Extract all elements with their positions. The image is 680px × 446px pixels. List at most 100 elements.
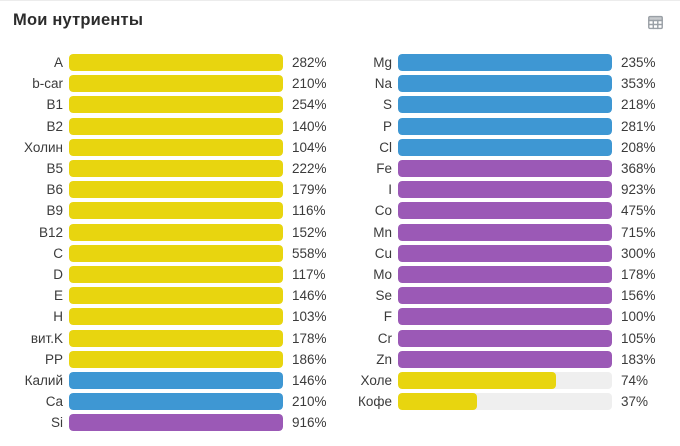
nutrient-value: 222%	[292, 161, 327, 177]
nutrient-label: B1	[46, 97, 63, 113]
nutrient-value: 715%	[621, 224, 656, 240]
nutrient-value: 254%	[292, 97, 327, 113]
nutrient-label: Cl	[379, 139, 392, 155]
nutrient-row: B2 140%	[0, 116, 340, 137]
nutrient-row: вит.K 178%	[0, 327, 340, 348]
bar-track	[69, 223, 283, 241]
nutrient-row: Ca 210%	[0, 391, 340, 412]
nutrient-row: A 282%	[0, 52, 340, 73]
nutrient-value: 152%	[292, 224, 327, 240]
nutrient-row: B9 116%	[0, 200, 340, 221]
bar-track	[398, 287, 612, 305]
nutrient-value: 146%	[292, 372, 327, 388]
nutrient-row: Mg 235%	[340, 52, 680, 73]
bar-fill	[398, 308, 612, 326]
bar-track	[398, 244, 612, 262]
bar-fill	[69, 75, 283, 93]
nutrient-value: 100%	[621, 309, 656, 325]
nutrient-value: 282%	[292, 55, 327, 71]
nutrient-value: 104%	[292, 139, 327, 155]
bar-fill	[398, 96, 612, 114]
bar-fill	[398, 138, 612, 156]
nutrient-label: Кофе	[358, 394, 392, 410]
bar-track	[398, 160, 612, 178]
nutrient-label: Si	[50, 415, 63, 431]
nutrient-label: Zn	[376, 351, 392, 367]
bar-track	[69, 244, 283, 262]
nutrient-label: B5	[46, 161, 63, 177]
bar-fill	[398, 371, 557, 389]
nutrient-row: b-car 210%	[0, 73, 340, 94]
nutrient-value: 300%	[621, 245, 656, 261]
nutrient-label: B2	[46, 118, 63, 134]
bar-fill	[398, 265, 612, 283]
table-view-button[interactable]	[646, 13, 665, 32]
bar-track	[69, 414, 283, 432]
nutrient-label: PP	[44, 351, 63, 367]
nutrient-row: F 100%	[340, 306, 680, 327]
bar-fill	[398, 223, 612, 241]
nutrient-row: Se 156%	[340, 285, 680, 306]
nutrient-label: Fe	[376, 161, 392, 177]
bar-fill	[69, 287, 283, 305]
nutrient-row: C 558%	[0, 243, 340, 264]
nutrient-value: 558%	[292, 245, 327, 261]
nutrient-value: 178%	[621, 266, 656, 282]
nutrient-value: 146%	[292, 288, 327, 304]
nutrient-label: E	[53, 288, 63, 304]
bar-fill	[69, 265, 283, 283]
nutrient-value: 116%	[292, 203, 326, 219]
bar-fill	[69, 244, 283, 262]
bar-track	[398, 223, 612, 241]
bar-track	[398, 96, 612, 114]
bar-track	[398, 371, 612, 389]
bar-fill	[398, 350, 612, 368]
nutrient-label: Cr	[377, 330, 392, 346]
nutrient-value: 140%	[292, 118, 327, 134]
bar-track	[398, 202, 612, 220]
bar-fill	[398, 287, 612, 305]
bar-track	[69, 287, 283, 305]
nutrient-row: Кофе 37%	[340, 391, 680, 412]
bar-fill	[69, 54, 283, 72]
bar-track	[69, 181, 283, 199]
bar-track	[69, 160, 283, 178]
nutrient-label: Mo	[373, 266, 392, 282]
nutrient-row: Mo 178%	[340, 264, 680, 285]
nutrient-row: D 117%	[0, 264, 340, 285]
nutrient-value: 103%	[292, 309, 327, 325]
page-title: Мои нутриенты	[13, 11, 144, 29]
nutrient-value: 923%	[621, 182, 656, 198]
nutrient-label: Калий	[24, 372, 63, 388]
nutrient-label: Cu	[374, 245, 392, 261]
bar-track	[69, 308, 283, 326]
bar-track	[69, 265, 283, 283]
bar-track	[69, 75, 283, 93]
nutrient-value: 156%	[621, 288, 656, 304]
bar-track	[398, 117, 612, 135]
bar-track	[398, 308, 612, 326]
bar-fill	[398, 160, 612, 178]
nutrient-label: F	[383, 309, 392, 325]
bar-track	[69, 54, 283, 72]
nutrient-column-right: Mg 235% Na 353% S 218% P 281% Cl 208% Fe 368% I 923% C…	[340, 52, 680, 412]
bar-fill	[398, 244, 612, 262]
bar-track	[398, 329, 612, 347]
bar-fill	[69, 393, 283, 411]
bar-fill	[69, 181, 283, 199]
nutrient-value: 208%	[621, 139, 656, 155]
bar-fill	[69, 160, 283, 178]
nutrient-row: Co 475%	[340, 200, 680, 221]
bar-fill	[398, 117, 612, 135]
nutrient-value: 218%	[621, 97, 656, 113]
bar-fill	[69, 308, 283, 326]
bar-track	[69, 393, 283, 411]
nutrient-label: B12	[38, 224, 63, 240]
nutrient-row: B1 254%	[0, 94, 340, 115]
bar-track	[398, 75, 612, 93]
nutrient-row: Cl 208%	[340, 137, 680, 158]
table-icon	[646, 13, 665, 32]
nutrient-label: Se	[375, 288, 392, 304]
nutrient-label: B6	[46, 182, 63, 198]
bar-track	[69, 117, 283, 135]
